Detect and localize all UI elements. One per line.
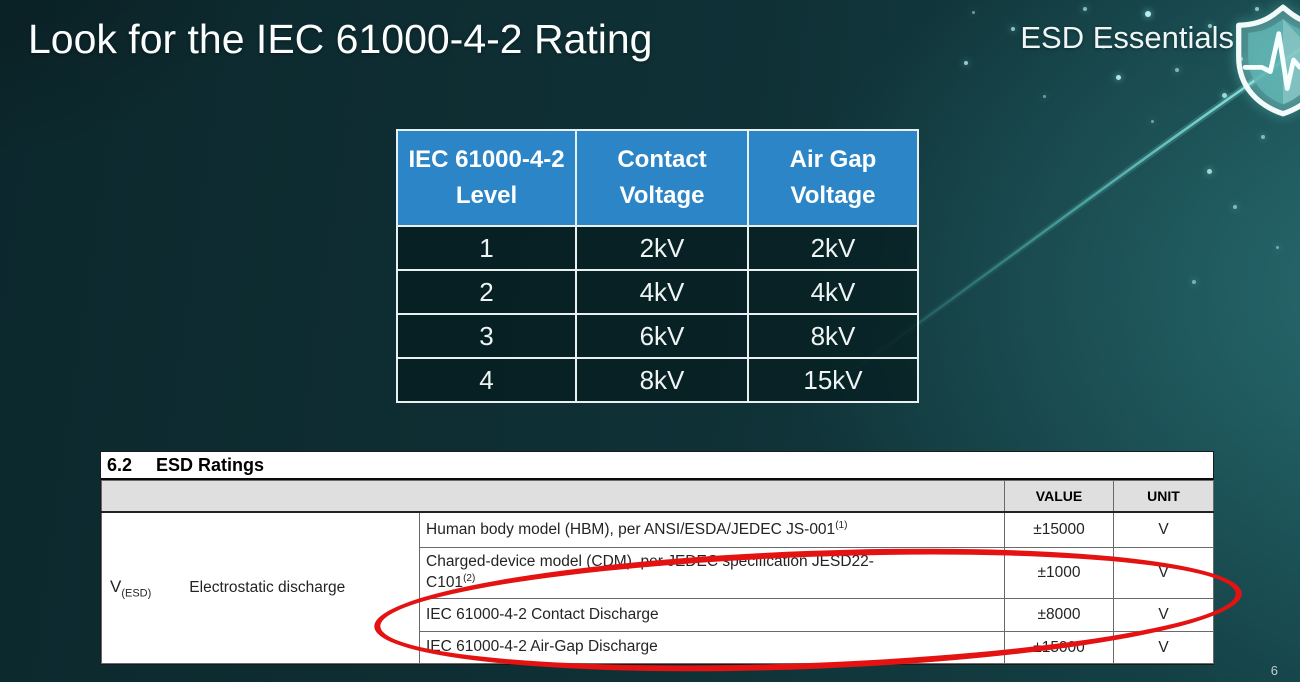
spec-unit: V — [1113, 547, 1214, 599]
particle-dot — [1042, 94, 1046, 98]
spec-description: IEC 61000-4-2 Air-Gap Discharge — [419, 631, 1005, 664]
particle-dot — [1145, 11, 1151, 17]
level-cell: 8kV — [747, 313, 919, 359]
spec-unit: V — [1113, 511, 1214, 548]
shield-with-pulse-icon — [1236, 4, 1300, 117]
level-row: 4 8kV 15kV — [396, 357, 919, 403]
header-line: Voltage — [619, 182, 705, 209]
particle-dot — [1206, 168, 1212, 174]
level-cell: 2 — [396, 269, 577, 315]
particle-dot — [1192, 280, 1196, 284]
header-line: IEC 61000-4-2 — [408, 146, 565, 173]
parameter-label: Electrostatic discharge — [189, 578, 346, 596]
level-header-cell: Air Gap Voltage — [747, 129, 919, 227]
spec-value: ±15000 — [1004, 631, 1114, 664]
particle-dot — [1083, 7, 1087, 11]
brand-text: ESD Essentials — [1020, 20, 1234, 55]
slide-title: Look for the IEC 61000-4-2 Rating — [28, 16, 653, 62]
particle-dot — [964, 61, 968, 65]
level-cell: 4kV — [575, 269, 749, 315]
spec-value: ±15000 — [1004, 511, 1114, 548]
unit-header: UNIT — [1113, 480, 1214, 513]
page-number: 6 — [1270, 663, 1278, 678]
level-cell: 3 — [396, 313, 577, 359]
particle-dot — [1221, 92, 1227, 98]
level-header-cell: IEC 61000-4-2 Level — [396, 129, 577, 227]
spec-row: IEC 61000-4-2 Air-Gap Discharge ±15000 V — [102, 631, 1214, 664]
section-title: ESD Ratings — [156, 455, 265, 475]
level-cell: 1 — [396, 225, 577, 271]
level-cell: 4kV — [747, 269, 919, 315]
section-number: 6.2 — [107, 455, 133, 475]
level-cell: 2kV — [747, 225, 919, 271]
level-cell: 15kV — [747, 357, 919, 403]
datasheet-snippet: 6.2 ESD Ratings VALUE UNIT V(ESD) Electro… — [100, 451, 1214, 665]
header-line: Voltage — [790, 182, 876, 209]
particle-dot — [1175, 68, 1179, 72]
level-cell: 4 — [396, 357, 577, 403]
particle-dot — [1011, 27, 1015, 31]
particle-dot — [1208, 24, 1212, 28]
level-cell: 2kV — [575, 225, 749, 271]
level-cell: 6kV — [575, 313, 749, 359]
level-header-cell: Contact Voltage — [575, 129, 749, 227]
header-line: Level — [455, 182, 518, 209]
spec-value: ±1000 — [1004, 547, 1114, 599]
particle-dot — [1150, 119, 1154, 123]
esd-ratings-table: VALUE UNIT V(ESD) Electrostatic discharge… — [101, 480, 1214, 664]
parameter-cell: V(ESD) Electrostatic discharge — [101, 511, 420, 664]
spec-row: Charged-device model (CDM), per JEDEC sp… — [102, 547, 1214, 599]
header-line: Air Gap — [789, 146, 877, 173]
ratings-header-row: VALUE UNIT — [101, 480, 1214, 513]
level-row: 1 2kV 2kV — [396, 225, 919, 271]
spec-unit: V — [1113, 631, 1214, 664]
particle-dot — [1261, 135, 1265, 139]
particle-dot — [1255, 7, 1259, 11]
value-header: VALUE — [1004, 480, 1114, 513]
particle-dot — [1275, 245, 1279, 249]
level-table-header-row: IEC 61000-4-2 Level Contact Voltage Air … — [396, 129, 919, 227]
symbol-label: V(ESD) — [110, 576, 152, 600]
section-heading: 6.2 ESD Ratings — [101, 452, 1213, 480]
particle-dot — [1233, 205, 1237, 209]
spec-row: IEC 61000-4-2 Contact Discharge ±8000 V — [102, 598, 1214, 632]
level-row: 2 4kV 4kV — [396, 269, 919, 315]
particle-dot — [1115, 74, 1121, 80]
header-line: Contact — [617, 146, 707, 173]
iec-level-table: IEC 61000-4-2 Level Contact Voltage Air … — [396, 129, 919, 403]
particle-dot — [971, 10, 975, 14]
spec-description: IEC 61000-4-2 Contact Discharge — [419, 598, 1005, 632]
level-cell: 8kV — [575, 357, 749, 403]
level-row: 3 6kV 8kV — [396, 313, 919, 359]
spec-row: V(ESD) Electrostatic discharge Human body … — [101, 511, 1214, 664]
empty-header-cell — [101, 480, 1005, 513]
spec-description: Human body model (HBM), per ANSI/ESDA/JE… — [419, 511, 1005, 548]
spec-value: ±8000 — [1004, 598, 1114, 632]
